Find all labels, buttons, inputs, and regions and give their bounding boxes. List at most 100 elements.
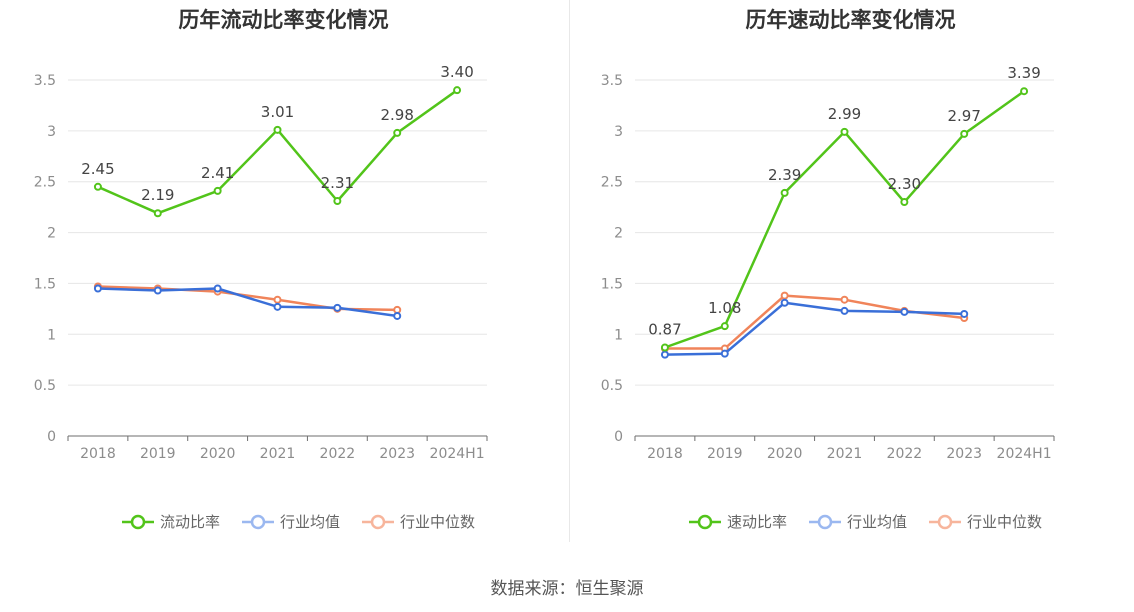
data-label: 1.08 <box>708 299 741 317</box>
y-tick-label: 2 <box>47 226 56 242</box>
x-tick-label: 2023 <box>946 446 982 462</box>
data-point <box>393 311 402 320</box>
data-point <box>333 197 342 206</box>
y-tick-label: 2.5 <box>34 175 56 191</box>
data-label: 2.39 <box>768 166 801 184</box>
chart-title: 历年流动比率变化情况 <box>178 8 389 32</box>
y-tick-label: 0 <box>614 429 623 445</box>
data-label: 2.98 <box>381 106 414 124</box>
y-tick-label: 0 <box>47 429 56 445</box>
legend-label: 行业均值 <box>847 513 907 531</box>
x-tick-label: 2019 <box>707 446 743 462</box>
data-point <box>93 182 102 191</box>
data-label: 2.19 <box>141 186 174 204</box>
y-tick-label: 2.5 <box>601 175 623 191</box>
data-point <box>93 284 102 293</box>
data-point <box>840 306 849 315</box>
data-point <box>153 209 162 218</box>
data-point <box>153 286 162 295</box>
x-tick-label: 2022 <box>887 446 923 462</box>
y-tick-label: 2 <box>614 226 623 242</box>
data-point <box>720 322 729 331</box>
y-tick-label: 3 <box>47 124 56 140</box>
data-point <box>333 303 342 312</box>
chart-svg: 0 0.5 1 1.5 2 2.5 3 3.5 2018 2019 2020 2021 2022 2023… <box>601 64 1055 531</box>
chart-current-ratio: 历年流动比率变化情况 0 0.5 1 1.5 2 2.5 3 3.5 2018 2019 2020 2… <box>0 0 567 560</box>
legend-label: 流动比率 <box>160 513 220 531</box>
data-point <box>900 307 909 316</box>
legend-marker <box>130 514 146 530</box>
legend-item: 行业中位数 <box>929 513 1042 531</box>
data-point <box>273 295 282 304</box>
legend-label: 行业均值 <box>280 513 340 531</box>
data-point <box>1020 87 1029 96</box>
y-tick-label: 1.5 <box>601 276 623 292</box>
x-tick-label: 2024H1 <box>430 446 485 462</box>
legend-marker <box>250 514 266 530</box>
chart-title: 历年速动比率变化情况 <box>745 8 956 32</box>
data-point <box>720 349 729 358</box>
data-label: 2.99 <box>828 105 861 123</box>
data-point <box>840 295 849 304</box>
legend-label: 速动比率 <box>727 513 787 531</box>
x-tick-label: 2018 <box>80 446 116 462</box>
data-label: 2.97 <box>948 107 981 125</box>
x-tick-label: 2019 <box>140 446 176 462</box>
legend-marker <box>817 514 833 530</box>
data-label: 3.39 <box>1007 64 1040 82</box>
x-tick-label: 2022 <box>320 446 356 462</box>
data-point <box>393 128 402 137</box>
data-point <box>453 86 462 95</box>
data-point <box>900 198 909 207</box>
y-tick-label: 3 <box>614 124 623 140</box>
legend-item: 流动比率 <box>122 513 220 531</box>
legend-item: 速动比率 <box>689 513 787 531</box>
data-point <box>273 125 282 134</box>
x-tick-label: 2021 <box>827 446 863 462</box>
data-label: 2.41 <box>201 164 234 182</box>
data-point <box>660 343 669 352</box>
data-point <box>960 129 969 138</box>
legend-marker <box>697 514 713 530</box>
x-tick-label: 2023 <box>379 446 415 462</box>
legend-item: 行业均值 <box>242 513 340 531</box>
y-tick-label: 3.5 <box>601 73 623 89</box>
data-point <box>393 305 402 314</box>
legend-marker <box>370 514 386 530</box>
x-tick-label: 2020 <box>767 446 803 462</box>
data-label: 2.45 <box>81 160 114 178</box>
data-point <box>960 309 969 318</box>
x-tick-label: 2018 <box>647 446 683 462</box>
data-point <box>780 291 789 300</box>
data-point <box>780 298 789 307</box>
panel-divider <box>569 0 570 542</box>
chart-quick-ratio: 历年速动比率变化情况 0 0.5 1 1.5 2 2.5 3 3.5 2018 2019 2020 2… <box>567 0 1134 560</box>
y-tick-label: 1 <box>614 327 623 343</box>
y-tick-label: 1.5 <box>34 276 56 292</box>
x-tick-label: 2024H1 <box>997 446 1052 462</box>
data-point <box>780 188 789 197</box>
x-tick-label: 2020 <box>200 446 236 462</box>
y-tick-label: 0.5 <box>34 378 56 394</box>
y-tick-label: 1 <box>47 327 56 343</box>
data-point <box>840 127 849 136</box>
legend-item: 行业均值 <box>809 513 907 531</box>
series-line <box>664 301 965 356</box>
data-point <box>660 350 669 359</box>
legend-label: 行业中位数 <box>400 513 475 531</box>
legend-item: 行业中位数 <box>362 513 475 531</box>
x-tick-label: 2021 <box>260 446 296 462</box>
legend-marker <box>937 514 953 530</box>
data-source-note: 数据来源：恒生聚源 <box>490 579 644 599</box>
data-label: 3.40 <box>440 63 473 81</box>
y-tick-label: 3.5 <box>34 73 56 89</box>
data-label: 2.30 <box>888 175 921 193</box>
data-point <box>213 284 222 293</box>
series-line <box>97 287 398 318</box>
y-tick-label: 0.5 <box>601 378 623 394</box>
data-point <box>213 186 222 195</box>
data-point <box>273 302 282 311</box>
data-label: 3.01 <box>261 103 294 121</box>
data-label: 0.87 <box>648 321 681 339</box>
legend-label: 行业中位数 <box>967 513 1042 531</box>
